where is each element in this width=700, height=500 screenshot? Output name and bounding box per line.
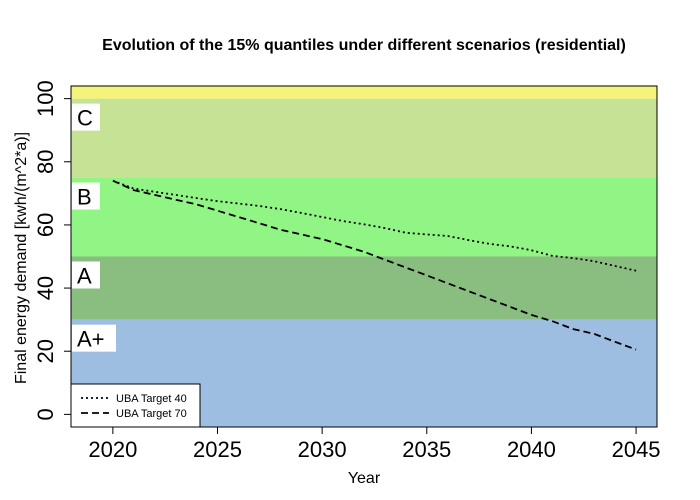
- legend-label-0: UBA Target 40: [116, 393, 187, 405]
- y-tick-label-3: 60: [33, 213, 58, 237]
- legend: UBA Target 40 UBA Target 70: [70, 383, 201, 428]
- band-label-bg-3: [72, 103, 100, 131]
- band-3: [71, 98, 657, 178]
- series-line-1: [112, 179, 637, 351]
- y-tick-label-1: 20: [33, 339, 58, 363]
- x-tick-label-5: 2045: [612, 437, 661, 462]
- y-tick-label-0: 0: [33, 408, 58, 420]
- band-label-0: A+: [77, 327, 105, 352]
- x-tick-label-0: 2020: [88, 437, 137, 462]
- x-axis: 2020 2025 2030 2035 2040 2045: [88, 426, 661, 462]
- x-tick-label-2: 2030: [298, 437, 347, 462]
- band-2: [71, 177, 657, 257]
- y-tick-label-4: 80: [33, 150, 58, 174]
- series-line-0: [112, 179, 637, 272]
- band-label-1: A: [77, 264, 92, 289]
- y-tick-label-5: 100: [33, 80, 58, 117]
- legend-label-1: UBA Target 70: [116, 408, 187, 420]
- band-label-2: B: [77, 185, 92, 210]
- y-axis: 0 20 40 60 80 100: [33, 80, 72, 420]
- band-label-bg-2: [72, 182, 100, 210]
- x-tick-label-1: 2025: [193, 437, 242, 462]
- band-label-bg-1: [72, 261, 100, 289]
- chart-title: Evolution of the 15% quantiles under dif…: [102, 37, 626, 54]
- x-axis-label: Year: [348, 470, 381, 487]
- band-label-bg-0: [72, 324, 116, 352]
- band-1: [71, 256, 657, 320]
- x-tick-label-4: 2040: [507, 437, 556, 462]
- band-4: [71, 86, 657, 99]
- band-group: A+ A B C: [71, 86, 657, 427]
- legend-box: [70, 383, 201, 428]
- x-tick-label-3: 2035: [402, 437, 451, 462]
- y-tick-label-2: 40: [33, 276, 58, 300]
- y-axis-label: Final energy demand [kwh/(m^2*a)]: [13, 132, 30, 384]
- series-group: [112, 179, 637, 351]
- band-label-3: C: [77, 106, 93, 131]
